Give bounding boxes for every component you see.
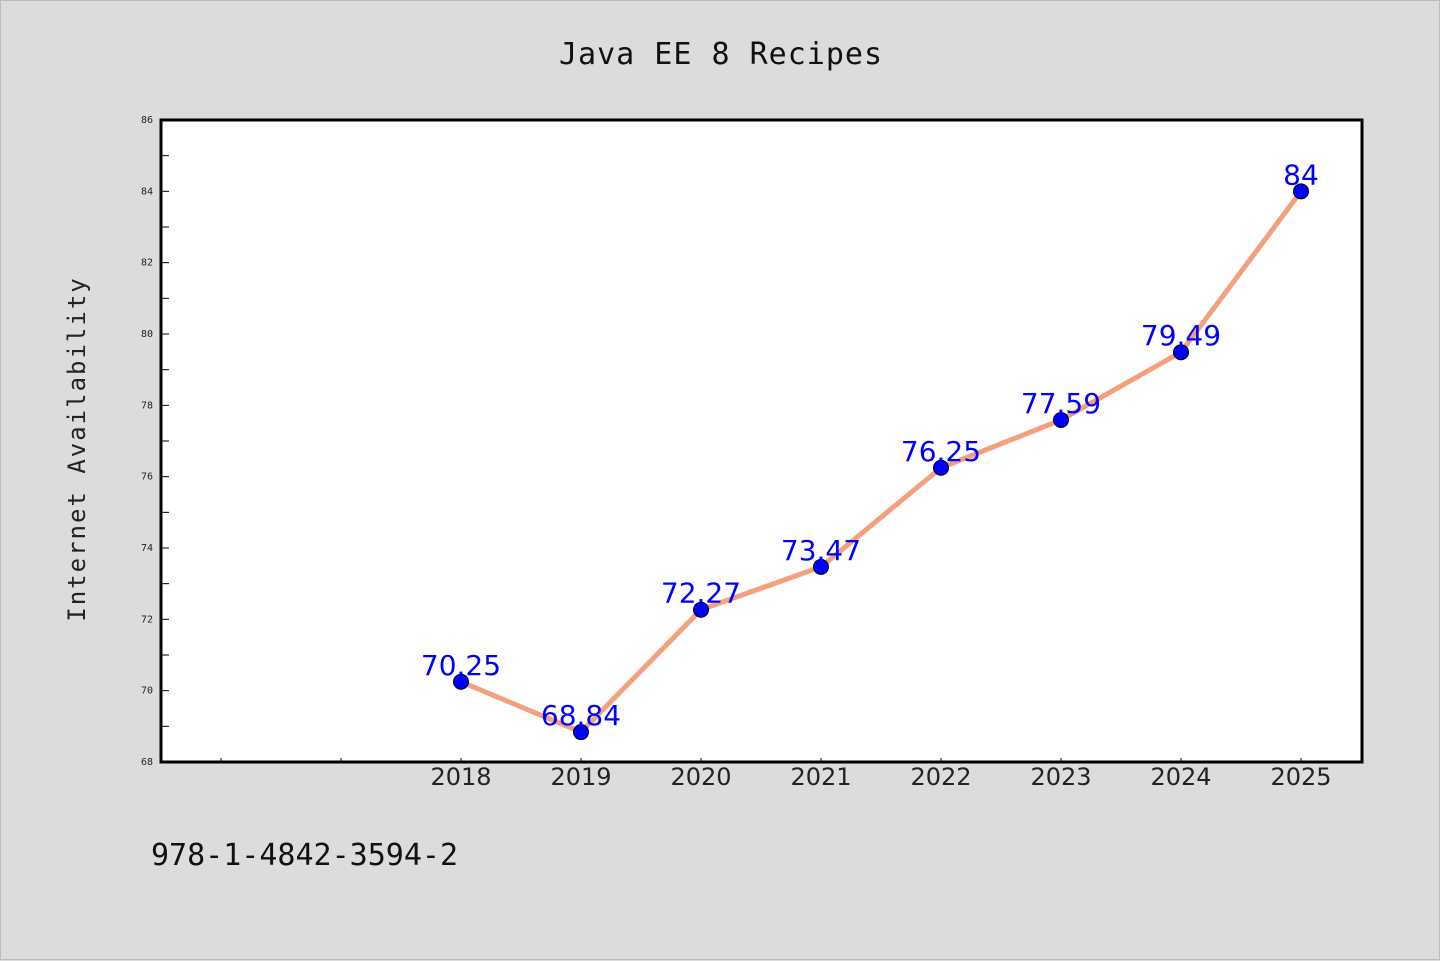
y-tick-label: 78 (141, 400, 153, 411)
x-tick-label: 2018 (430, 763, 491, 791)
y-tick-label: 68 (141, 757, 153, 768)
x-tick-label: 2022 (910, 763, 971, 791)
y-tick-label: 72 (141, 614, 153, 625)
y-tick-label: 80 (141, 329, 153, 340)
x-tick-label: 2023 (1030, 763, 1091, 791)
data-point (453, 673, 469, 690)
y-tick-label: 70 (141, 686, 153, 697)
data-label: 76.25 (901, 435, 981, 468)
x-tick-label: 2020 (670, 763, 731, 791)
data-point (573, 724, 589, 741)
data-point (693, 601, 709, 618)
data-point (1293, 183, 1309, 200)
x-tick-label: 2019 (550, 763, 611, 791)
y-tick-label: 82 (141, 258, 153, 269)
data-point (813, 558, 829, 575)
x-tick-label: 2025 (1270, 763, 1331, 791)
data-label: 72.27 (661, 577, 741, 610)
data-point (1053, 411, 1069, 428)
data-label: 84 (1283, 158, 1319, 191)
data-label: 79.49 (1141, 319, 1221, 352)
x-tick-label: 2021 (790, 763, 851, 791)
y-axis: 68 70 72 74 76 78 80 82 84 86 (141, 115, 169, 768)
data-label: 70.25 (421, 649, 501, 682)
data-markers (453, 183, 1309, 741)
y-tick-label: 84 (141, 186, 153, 197)
y-tick-label: 86 (141, 115, 153, 126)
data-label: 68.84 (541, 699, 621, 732)
y-tick-label: 76 (141, 472, 153, 483)
data-point (1173, 344, 1189, 361)
data-labels: 70.25 68.84 72.27 73.47 76.25 77.59 79.49 84 (421, 158, 1319, 732)
series-line-group (458, 188, 1304, 735)
series-line (458, 188, 1304, 735)
data-point (933, 459, 949, 476)
data-label: 77.59 (1021, 387, 1101, 420)
x-tick-label: 2024 (1150, 763, 1211, 791)
data-label: 73.47 (781, 534, 861, 567)
y-tick-label: 74 (141, 543, 153, 554)
x-axis: 2018 2019 2020 2021 2022 2023 2024 2025 (220, 758, 1332, 791)
y-axis-title: Internet Availability (63, 276, 91, 621)
plot-area (159, 118, 1364, 764)
chart-title: Java EE 8 Recipes (559, 37, 883, 72)
isbn-footnote: 978-1-4842-3594-2 (151, 838, 458, 873)
